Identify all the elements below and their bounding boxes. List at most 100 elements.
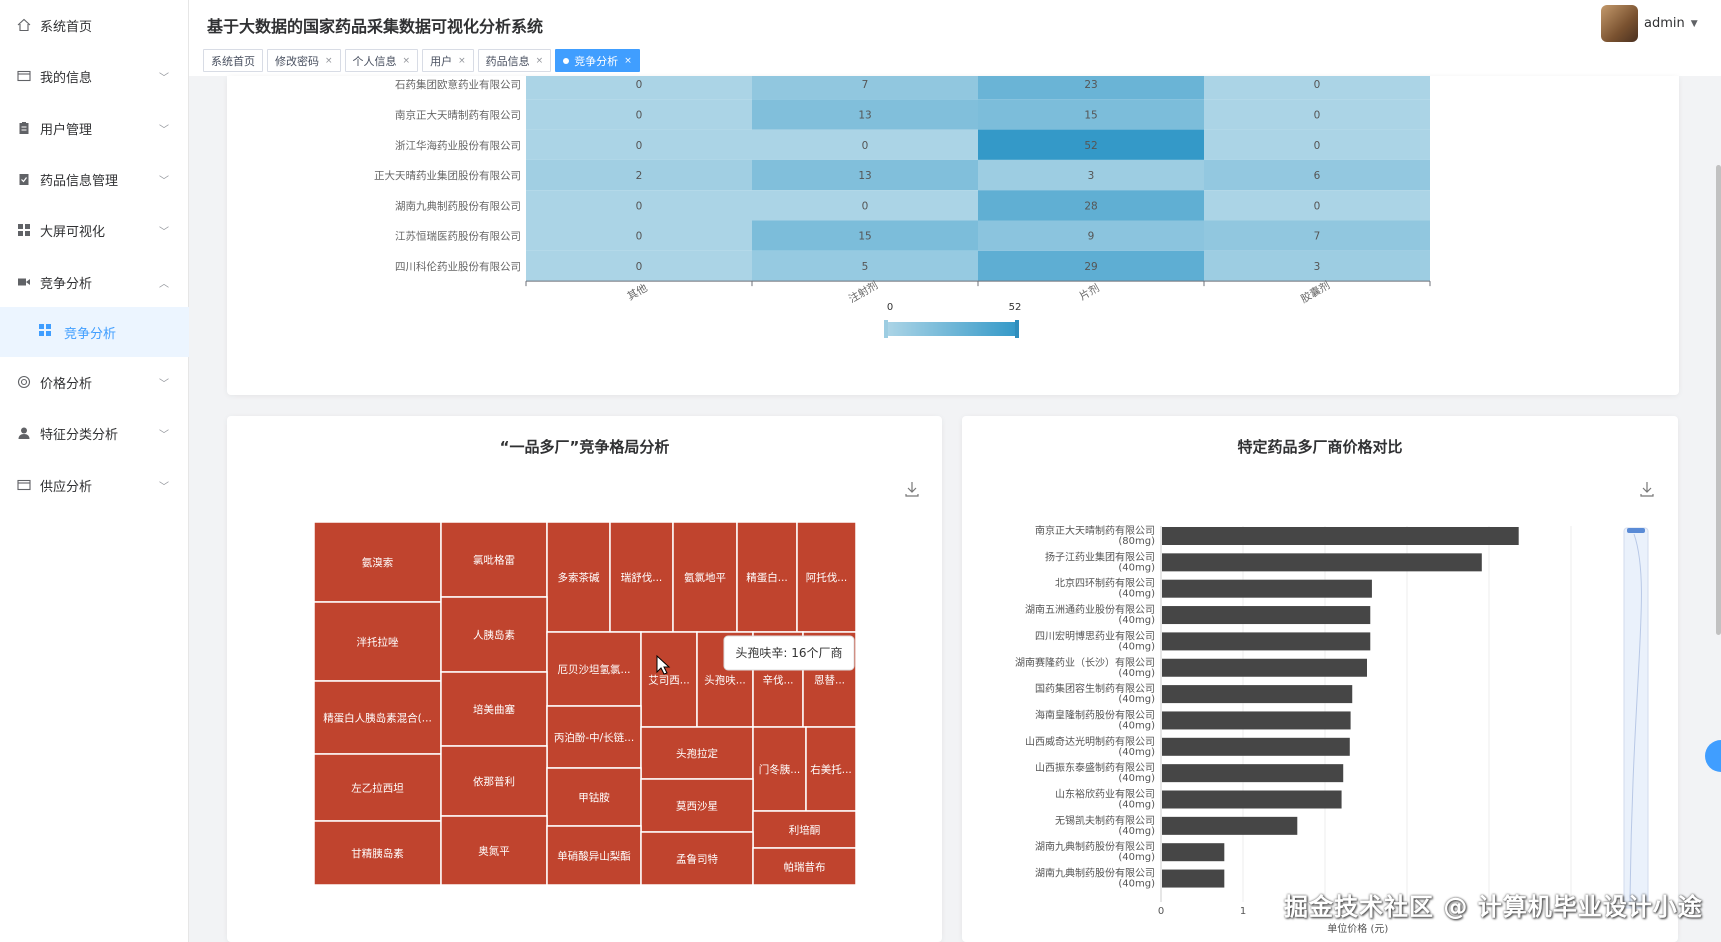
heatmap-cell[interactable] [978, 220, 1204, 251]
user-menu[interactable]: admin ▼ [1601, 5, 1698, 42]
sidebar-item-6[interactable]: 价格分析 ﹀ [0, 364, 189, 400]
bar[interactable] [1162, 685, 1353, 704]
avatar[interactable] [1601, 5, 1638, 42]
heatmap-cell[interactable] [752, 220, 978, 251]
heatmap-cell[interactable] [1204, 190, 1430, 221]
bar[interactable] [1162, 527, 1519, 545]
heatmap-cell[interactable] [978, 159, 1204, 191]
heatmap-cell[interactable] [1204, 99, 1430, 130]
heatmap-cell[interactable] [978, 250, 1204, 282]
bar[interactable] [1162, 737, 1350, 756]
tab-4[interactable]: 药品信息 × [477, 49, 552, 72]
treemap-node[interactable] [440, 671, 548, 747]
heatmap-cell[interactable] [526, 220, 752, 251]
bar[interactable] [1162, 869, 1225, 888]
sidebar-item-3[interactable]: 药品信息管理 ﹀ [0, 161, 189, 197]
download-icon[interactable] [1639, 481, 1655, 497]
sidebar-item-2[interactable]: 用户管理 ﹀ [0, 110, 189, 146]
side-drawer-tab[interactable] [1705, 740, 1721, 772]
bar[interactable] [1162, 632, 1371, 651]
sidebar-item-1[interactable]: 我的信息 ﹀ [0, 58, 189, 94]
heatmap-cell[interactable] [978, 129, 1204, 160]
heatmap-cell[interactable] [526, 159, 752, 191]
treemap-node[interactable] [313, 601, 442, 682]
heatmap-cell[interactable] [1204, 76, 1430, 100]
treemap-node[interactable] [546, 521, 611, 633]
bar[interactable] [1162, 764, 1344, 783]
treemap-node[interactable] [752, 810, 857, 849]
heatmap-cell[interactable] [752, 99, 978, 130]
bar-category-label: 南京正大天晴制药有限公司 [1035, 524, 1155, 537]
treemap-node[interactable] [640, 778, 754, 833]
treemap-node[interactable] [440, 745, 548, 817]
heatmap-cell[interactable] [752, 159, 978, 191]
close-icon[interactable]: × [624, 55, 632, 66]
heatmap-cell[interactable] [752, 190, 978, 221]
tab-0[interactable]: 系统首页 [203, 49, 263, 72]
heatmap-cell[interactable] [526, 76, 752, 100]
heatmap-cell[interactable] [526, 129, 752, 160]
heatmap-cell[interactable] [752, 250, 978, 282]
treemap-node[interactable] [546, 631, 642, 707]
heatmap-cell[interactable] [526, 190, 752, 221]
treemap-node[interactable] [440, 815, 548, 886]
bar[interactable] [1162, 579, 1372, 598]
tags-view: 系统首页 修改密码 × 个人信息 × 用户 × 药品信息 × 竞争分析 × [203, 49, 640, 72]
sidebar-item-4[interactable]: 大屏可视化 ﹀ [0, 212, 189, 248]
close-icon[interactable]: × [325, 55, 333, 66]
caret-down-icon[interactable]: ▼ [1690, 18, 1698, 29]
treemap-node[interactable] [440, 521, 548, 598]
close-icon[interactable]: × [402, 55, 411, 66]
download-icon[interactable] [904, 481, 920, 497]
visual-map-handle[interactable] [1015, 320, 1019, 338]
heatmap-cell[interactable] [752, 129, 978, 160]
heatmap-cell-value: 0 [636, 140, 643, 152]
treemap-node[interactable] [752, 847, 857, 886]
treemap-node[interactable] [640, 726, 754, 780]
tab-2[interactable]: 个人信息 × [344, 49, 419, 72]
bar[interactable] [1162, 790, 1342, 809]
visual-map-handle[interactable] [884, 320, 888, 338]
treemap-node[interactable] [640, 831, 754, 886]
heatmap-cell[interactable] [752, 76, 978, 100]
heatmap-cell[interactable] [1204, 129, 1430, 160]
heatmap-cell[interactable] [526, 99, 752, 130]
heatmap-cell[interactable] [526, 250, 752, 282]
bar[interactable] [1162, 711, 1351, 730]
treemap-node[interactable] [672, 521, 738, 633]
treemap-label: 单硝酸异山梨酯 [557, 850, 631, 863]
sidebar-item-7[interactable]: 特征分类分析 ﹀ [0, 415, 189, 451]
treemap-node[interactable] [546, 825, 642, 886]
heatmap-cell[interactable] [1204, 250, 1430, 282]
username[interactable]: admin [1644, 16, 1685, 31]
treemap-node[interactable] [609, 521, 674, 633]
visual-map-bar[interactable] [887, 322, 1017, 336]
heatmap-cell[interactable] [1204, 159, 1430, 191]
bar[interactable] [1162, 553, 1482, 572]
treemap-label: 恩替... [814, 674, 845, 687]
datazoom-handle[interactable] [1627, 528, 1645, 533]
page-scrollbar[interactable] [1716, 165, 1721, 635]
treemap-node[interactable] [313, 521, 442, 603]
tab-5[interactable]: 竞争分析 × [555, 49, 640, 72]
sidebar-item-0[interactable]: 系统首页 [0, 7, 189, 43]
bar[interactable] [1162, 843, 1225, 862]
heatmap-cell[interactable] [1204, 220, 1430, 251]
heatmap-cell[interactable] [978, 99, 1204, 130]
heatmap-cell[interactable] [978, 76, 1204, 100]
sidebar-item-8[interactable]: 供应分析 ﹀ [0, 467, 189, 503]
sidebar-subitem-active[interactable]: 竞争分析 [0, 307, 189, 357]
watermark: 掘金技术社区 @ 计算机毕业设计小途 [1284, 893, 1703, 921]
bar[interactable] [1162, 816, 1298, 835]
bar[interactable] [1162, 658, 1367, 677]
treemap-node[interactable] [805, 726, 857, 812]
treemap-node[interactable] [546, 705, 642, 769]
heatmap-cell[interactable] [978, 190, 1204, 221]
tab-3[interactable]: 用户 × [422, 49, 474, 72]
bar[interactable] [1162, 606, 1371, 625]
sidebar-item-5[interactable]: 竞争分析 ︿ [0, 264, 189, 300]
close-icon[interactable]: × [458, 55, 466, 66]
tab-1[interactable]: 修改密码 × [267, 49, 341, 72]
close-icon[interactable]: × [535, 55, 544, 66]
treemap-node[interactable] [546, 767, 642, 827]
